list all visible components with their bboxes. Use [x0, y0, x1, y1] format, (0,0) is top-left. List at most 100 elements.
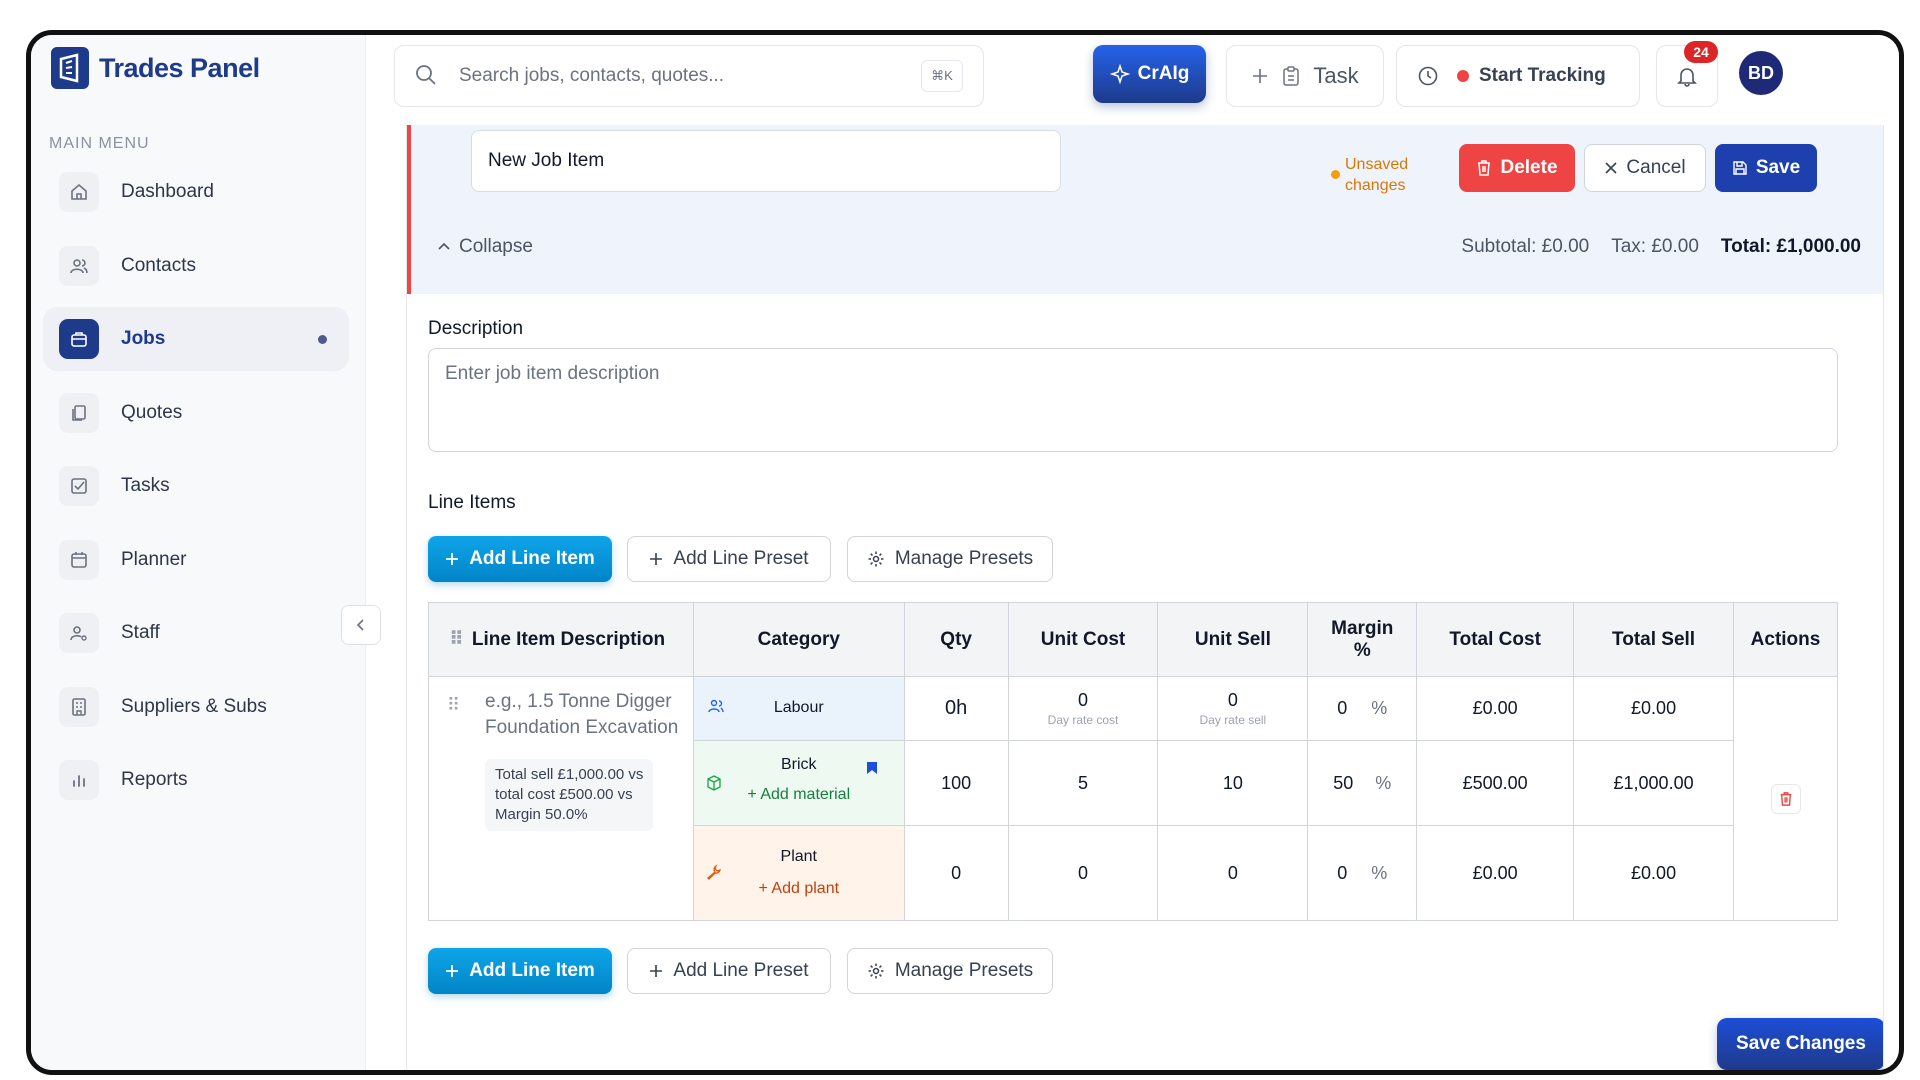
note-line3: Margin 50.0% — [495, 806, 588, 823]
sidebar-nav: Dashboard Contacts Jobs Quotes Tasks — [43, 160, 349, 822]
plus-icon — [650, 965, 663, 977]
manage-presets-button-bottom[interactable]: Manage Presets — [847, 948, 1053, 994]
add-line-preset-button-bottom[interactable]: Add Line Preset — [627, 948, 831, 994]
unit-cost-cell[interactable]: 5 — [1007, 740, 1159, 826]
line-item-description-cell: ⠿ e.g., 1.5 Tonne Digger Foundation Exca… — [428, 676, 694, 921]
add-plant-link[interactable]: + Add plant — [758, 880, 840, 897]
add-material-link[interactable]: + Add material — [747, 786, 851, 803]
collapse-toggle[interactable]: Collapse — [437, 236, 533, 258]
sidebar-item-label: Tasks — [121, 475, 170, 496]
unsaved-line1: Unsaved — [1345, 156, 1409, 173]
sidebar-item-quotes[interactable]: Quotes — [43, 381, 349, 445]
col-header-total-cost: Total Cost — [1416, 602, 1575, 677]
manage-presets-label: Manage Presets — [894, 548, 1034, 569]
sidebar-item-staff[interactable]: Staff — [43, 601, 349, 665]
margin-value: 0 — [1337, 698, 1348, 718]
unsaved-line2: changes — [1345, 177, 1406, 194]
col-header-total-sell: Total Sell — [1573, 602, 1734, 677]
margin-cell[interactable]: 50% — [1307, 740, 1418, 826]
subtotal-value: Subtotal: £0.00 — [1461, 236, 1590, 257]
new-task-button[interactable]: Task — [1226, 45, 1384, 107]
margin-header-line1: Margin — [1331, 617, 1394, 639]
plus-icon — [650, 553, 663, 565]
sidebar-item-suppliers[interactable]: Suppliers & Subs — [43, 675, 349, 739]
qty-cell[interactable]: 0h — [903, 676, 1009, 741]
users-icon — [59, 245, 99, 286]
table-row-plant: Plant + Add plant 0 0 0 0% £0.00 £0.00 — [429, 825, 1838, 921]
total-sell-cell: £0.00 — [1573, 825, 1734, 921]
description-textarea[interactable]: Enter job item description — [428, 348, 1838, 452]
documents-icon — [59, 392, 99, 433]
save-button[interactable]: Save — [1715, 144, 1817, 192]
sidebar-item-jobs[interactable]: Jobs — [43, 307, 349, 371]
sidebar-item-planner[interactable]: Planner — [43, 528, 349, 592]
sidebar-item-reports[interactable]: Reports — [43, 748, 349, 812]
actions-cell — [1733, 676, 1838, 921]
chevron-left-icon — [356, 619, 364, 631]
unit-sell-cell[interactable]: 0 — [1157, 825, 1309, 921]
margin-cell[interactable]: 0% — [1307, 676, 1418, 741]
add-line-item-button[interactable]: Add Line Item — [428, 536, 612, 582]
user-avatar[interactable]: BD — [1739, 51, 1783, 95]
category-label: Plant — [780, 848, 817, 865]
sidebar-item-contacts[interactable]: Contacts — [43, 234, 349, 298]
unit-cost-cell[interactable]: 0 — [1007, 825, 1159, 921]
bookmark-icon[interactable] — [866, 761, 878, 775]
delete-label: Delete — [1500, 157, 1558, 178]
sidebar-collapse-button[interactable] — [341, 605, 381, 645]
col-header-description: ⠿ Line Item Description — [428, 602, 694, 677]
craig-ai-button[interactable]: CrAIg — [1093, 45, 1206, 103]
user-cog-icon — [59, 613, 99, 653]
total-cost-cell: £500.00 — [1416, 740, 1575, 826]
app-logo[interactable]: Trades Panel — [51, 47, 260, 89]
category-labour-cell[interactable]: Labour — [692, 676, 905, 741]
collapse-label: Collapse — [459, 236, 533, 257]
sidebar-item-label: Suppliers & Subs — [121, 695, 267, 717]
total-value: Total: £1,000.00 — [1720, 236, 1861, 257]
wrench-icon — [706, 864, 721, 880]
checkbox-icon — [59, 466, 99, 506]
sidebar-item-dashboard[interactable]: Dashboard — [43, 160, 349, 224]
app-name: Trades Panel — [99, 52, 260, 83]
search-input[interactable]: Search jobs, contacts, quotes... ⌘K — [394, 45, 984, 107]
unit-cost-cell[interactable]: 0 Day rate cost — [1007, 676, 1159, 741]
manage-presets-button[interactable]: Manage Presets — [847, 536, 1053, 582]
delete-button[interactable]: Delete — [1459, 144, 1575, 192]
margin-header-line2: % — [1353, 639, 1371, 661]
sidebar-item-label: Dashboard — [121, 181, 214, 202]
delete-line-item-button[interactable] — [1770, 783, 1801, 814]
unit-sell-value: 0 — [1227, 690, 1238, 710]
drag-handle-icon: ⠿ — [449, 629, 464, 650]
search-icon — [416, 65, 436, 85]
notification-count-badge: 24 — [1684, 41, 1718, 63]
gear-icon — [868, 963, 884, 979]
start-tracking-button[interactable]: Start Tracking — [1396, 45, 1640, 107]
category-brick-cell[interactable]: Brick + Add material — [692, 740, 905, 826]
sparkle-icon — [1109, 64, 1130, 84]
save-changes-button[interactable]: Save Changes — [1717, 1018, 1883, 1070]
unit-sell-cell[interactable]: 0 Day rate sell — [1157, 676, 1309, 741]
category-plant-cell[interactable]: Plant + Add plant — [692, 825, 905, 921]
description-label: Description — [428, 318, 524, 339]
add-line-preset-label: Add Line Preset — [673, 960, 809, 981]
add-line-preset-button[interactable]: Add Line Preset — [627, 536, 831, 582]
unit-sell-hint: Day rate sell — [1199, 713, 1267, 727]
sidebar-item-tasks[interactable]: Tasks — [43, 454, 349, 518]
chevron-up-icon — [438, 242, 450, 250]
drag-handle-icon[interactable]: ⠿ — [447, 695, 461, 715]
plus-icon — [446, 965, 459, 977]
qty-cell[interactable]: 100 — [903, 740, 1009, 826]
logo-icon — [51, 47, 89, 89]
note-line2: total cost £500.00 vs — [495, 786, 633, 803]
margin-value: 50 — [1333, 772, 1354, 793]
cancel-button[interactable]: Cancel — [1584, 144, 1706, 192]
line-item-description-input[interactable]: e.g., 1.5 Tonne Digger Foundation Excava… — [485, 691, 679, 738]
job-item-name-input[interactable]: New Job Item — [471, 130, 1061, 192]
add-line-item-button-bottom[interactable]: Add Line Item — [428, 948, 612, 994]
sidebar-item-label: Staff — [121, 622, 160, 643]
building-icon — [59, 686, 99, 727]
qty-cell[interactable]: 0 — [903, 825, 1009, 921]
trash-icon — [1780, 791, 1791, 806]
unit-sell-cell[interactable]: 10 — [1157, 740, 1309, 826]
margin-cell[interactable]: 0% — [1307, 825, 1418, 921]
